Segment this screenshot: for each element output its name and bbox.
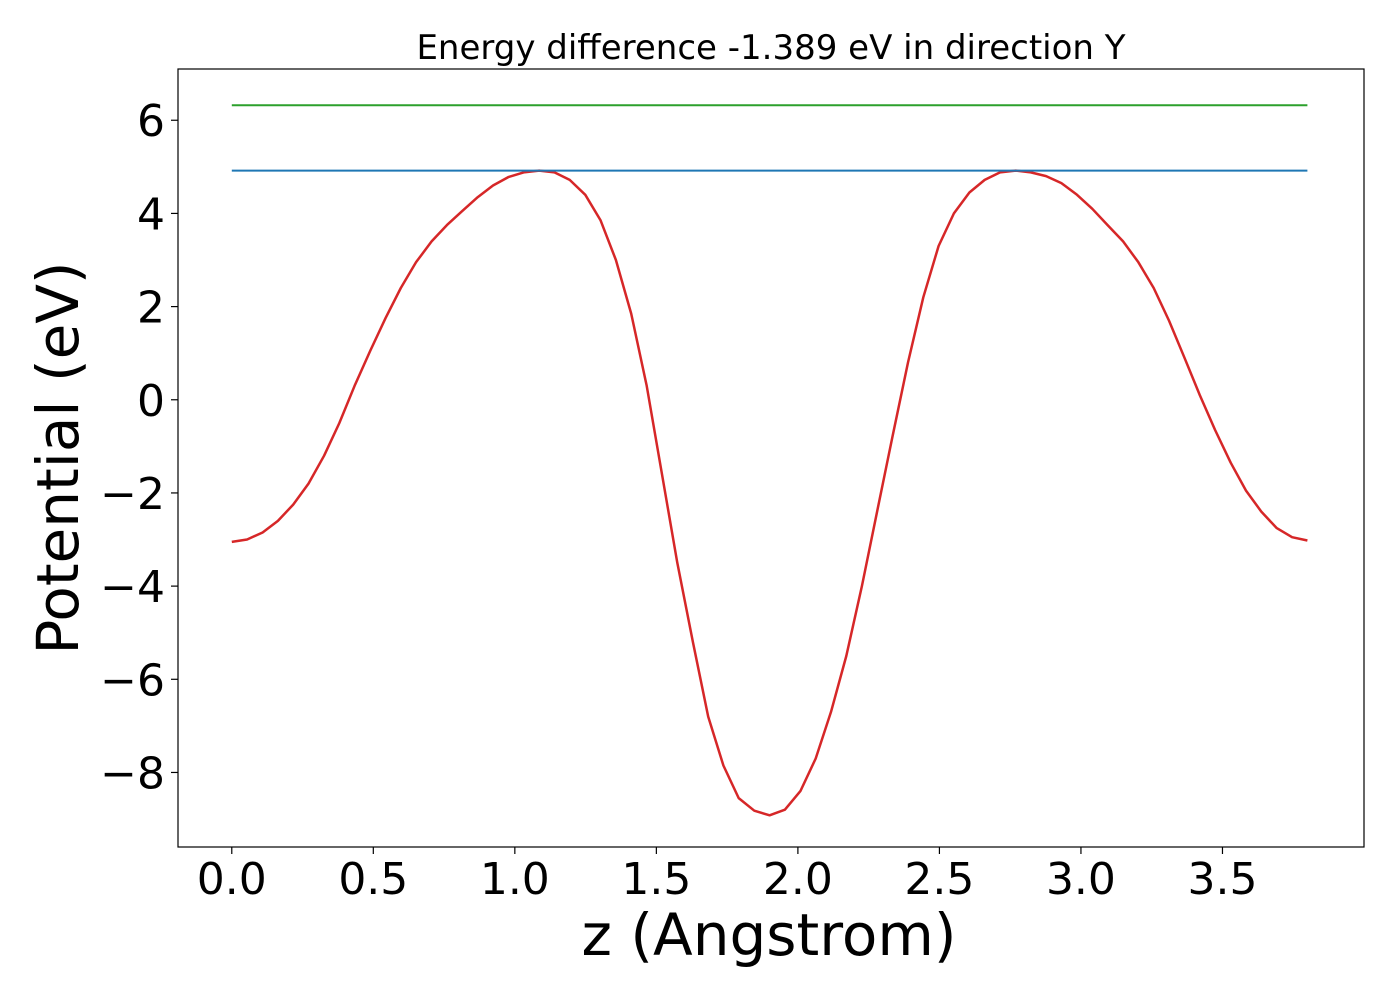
chart-title: Energy difference -1.389 eV in direction…	[416, 28, 1125, 68]
y-tick-label: 4	[137, 189, 165, 240]
x-tick-label: 1.0	[480, 854, 550, 905]
y-tick-label: −2	[100, 469, 165, 520]
y-tick-label: −4	[100, 562, 165, 613]
x-tick-label: 2.0	[763, 854, 833, 905]
x-axis: 0.0 0.5 1.0 1.5 2.0 2.5 3.0 3.5	[197, 847, 1257, 905]
series-line-1	[231, 169, 1308, 817]
plot-series	[231, 104, 1308, 817]
y-axis-label: Potential (eV)	[24, 261, 92, 654]
y-tick-label: −8	[100, 748, 165, 799]
x-tick-label: 1.5	[621, 854, 691, 905]
x-tick-label: 3.5	[1187, 854, 1257, 905]
y-tick-label: 6	[137, 96, 165, 147]
y-tick-label: 0	[137, 376, 165, 427]
x-tick-label: 0.5	[338, 854, 408, 905]
y-tick-label: 2	[137, 283, 165, 334]
x-axis-label: z (Angstrom)	[582, 901, 957, 969]
x-tick-label: 2.5	[904, 854, 974, 905]
x-tick-label: 0.0	[197, 854, 267, 905]
y-tick-label: −6	[100, 655, 165, 706]
x-tick-label: 3.0	[1046, 854, 1116, 905]
plot-frame	[177, 68, 1365, 848]
y-axis: −8 −6 −4 −2 0 2 4 6	[100, 96, 178, 799]
